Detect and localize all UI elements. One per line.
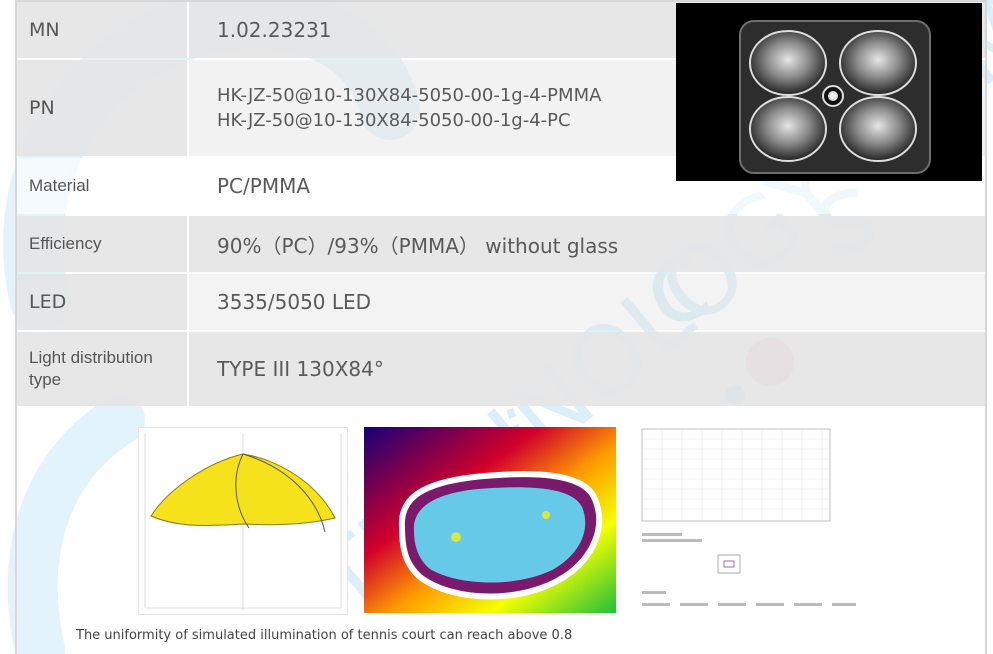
distribution-value: TYPE III 130X84° bbox=[217, 357, 384, 381]
mn-value: 1.02.23231 bbox=[217, 18, 332, 42]
distribution-label: Light distribution type bbox=[17, 332, 189, 406]
pn-value-pmma: HK-JZ-50@10-130X84-5050-00-1g-4-PMMA bbox=[217, 85, 602, 106]
efficiency-value: 90%（PC）/93%（PMMA） without glass bbox=[217, 233, 619, 258]
tennis-court-illuminance-heatmap bbox=[364, 427, 616, 613]
material-label: Material bbox=[17, 158, 189, 214]
led-value: 3535/5050 LED bbox=[217, 290, 372, 314]
simulation-caption: The uniformity of simulated illumination… bbox=[76, 628, 573, 643]
pn-value: HK-JZ-50@10-130X84-5050-00-1g-4-PMMA HK-… bbox=[191, 60, 985, 156]
pn-label: PN bbox=[17, 60, 189, 156]
row-efficiency: Efficiency 90%（PC）/93%（PMMA） without gla… bbox=[17, 216, 985, 272]
efficiency-label: Efficiency bbox=[17, 216, 189, 272]
lens-array-photo bbox=[676, 3, 982, 181]
row-distribution: Light distribution type TYPE III 130X84° bbox=[17, 332, 985, 406]
illuminance-grid-table bbox=[636, 427, 858, 613]
pn-value-pc: HK-JZ-50@10-130X84-5050-00-1g-4-PC bbox=[217, 110, 571, 131]
material-value: PC/PMMA bbox=[217, 174, 311, 198]
light-distribution-curve bbox=[138, 427, 348, 615]
led-label: LED bbox=[17, 274, 189, 330]
spec-table-frame bbox=[15, 0, 987, 654]
row-led: LED 3535/5050 LED bbox=[17, 274, 985, 330]
mn-label: MN bbox=[17, 2, 189, 58]
